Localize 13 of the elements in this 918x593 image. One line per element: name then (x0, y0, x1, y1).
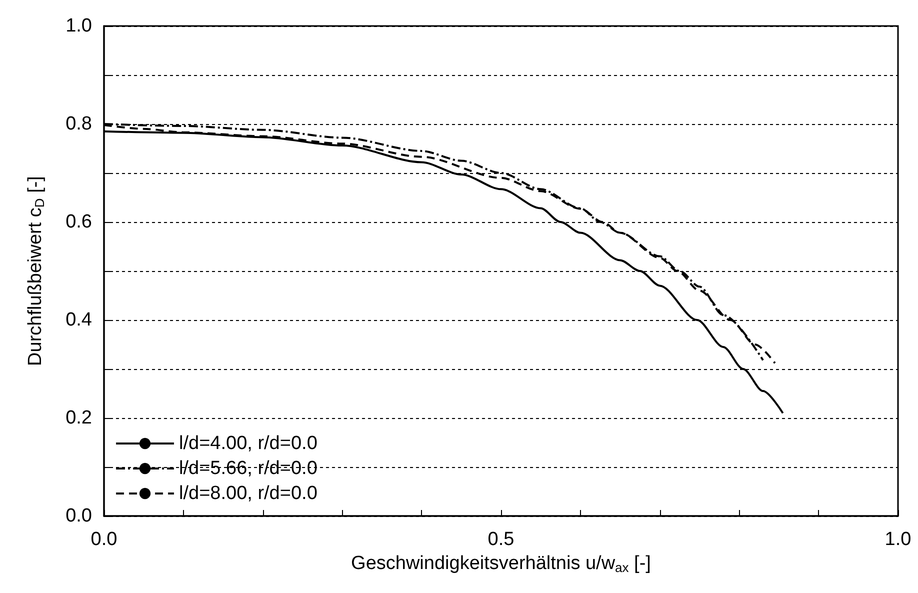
y-axis-title: Durchflußbeiwert cD [-] (25, 176, 47, 366)
y-tick-label: 0.2 (66, 408, 92, 428)
x-tick-label: 0.5 (488, 529, 514, 550)
y-tick-label: 1.0 (66, 16, 92, 36)
y-tick-label: 0.0 (66, 506, 92, 526)
legend-label: l/d=5.66, r/d=0.0 (179, 458, 318, 479)
x-tick-label: 0.0 (90, 529, 118, 550)
legend-label: l/d=8.00, r/d=0.0 (179, 483, 318, 504)
y-tick-label: 0.4 (66, 310, 92, 330)
legend-label: l/d=4.00, r/d=0.0 (179, 433, 318, 454)
y-tick-label: 0.6 (66, 212, 92, 232)
y-tick-label: 0.8 (66, 114, 92, 134)
x-tick-label: 1.0 (884, 529, 912, 550)
